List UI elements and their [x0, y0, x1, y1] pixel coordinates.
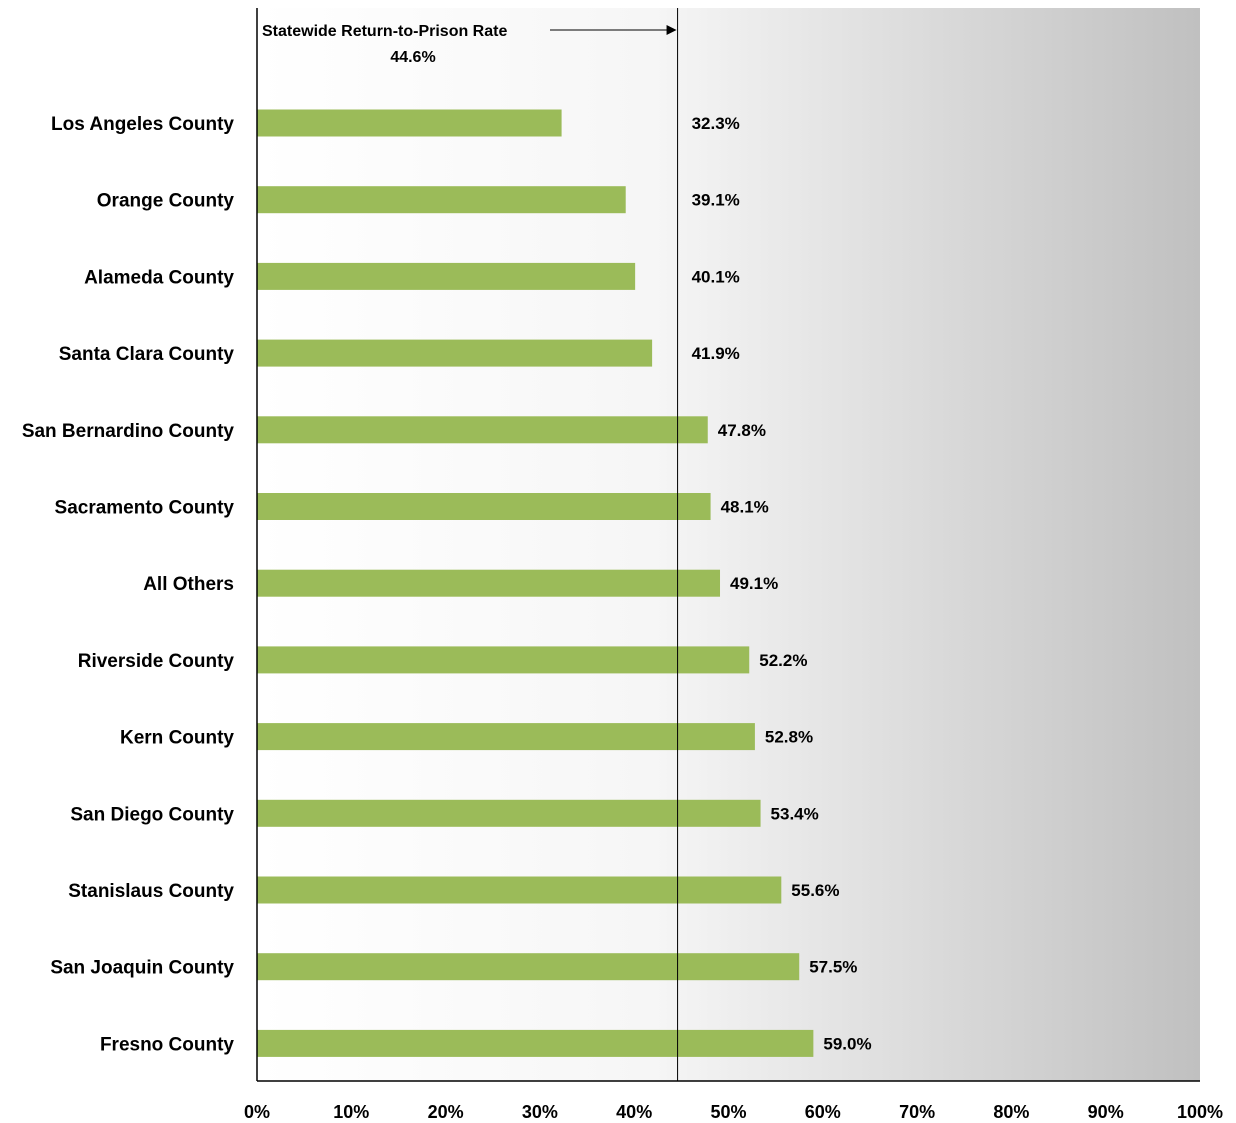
reference-line-label: Statewide Return-to-Prison Rate	[262, 23, 507, 40]
category-label-sacramento-county: Sacramento County	[55, 498, 235, 519]
x-tick-label-50: 50%	[710, 1102, 746, 1122]
value-label-riverside-county: 52.2%	[759, 651, 807, 670]
value-label-san-joaquin-county: 57.5%	[809, 958, 857, 977]
value-label-sacramento-county: 48.1%	[721, 498, 769, 517]
bar-all-others	[257, 569, 721, 597]
x-tick-label-60: 60%	[805, 1102, 841, 1122]
value-labels: 32.3% 39.1% 40.1% 41.9% 47.8% 48.1% 49.1% 52.2%…	[692, 114, 872, 1053]
bar-alameda-county	[257, 262, 636, 290]
category-label-all-others: All Others	[143, 574, 234, 595]
value-label-stanislaus-county: 55.6%	[791, 881, 839, 900]
bars	[257, 109, 814, 1057]
bar-kern-county	[257, 723, 755, 751]
value-label-san-bernardino-county: 47.8%	[718, 421, 766, 440]
bar-san-joaquin-county	[257, 953, 800, 981]
reference-arrowhead	[666, 25, 677, 35]
plot-background	[257, 8, 1200, 1081]
value-label-fresno-county: 59.0%	[823, 1034, 871, 1053]
x-tick-label-90: 90%	[1088, 1102, 1124, 1122]
value-label-kern-county: 52.8%	[765, 728, 813, 747]
x-tick-label-10: 10%	[333, 1102, 369, 1122]
category-label-santa-clara-county: Santa Clara County	[59, 344, 235, 365]
x-tick-label-40: 40%	[616, 1102, 652, 1122]
x-tick-label-0: 0%	[244, 1102, 270, 1122]
bar-orange-county	[257, 186, 626, 214]
category-label-los-angeles-county: Los Angeles County	[51, 114, 234, 135]
x-tick-label-70: 70%	[899, 1102, 935, 1122]
bar-sacramento-county	[257, 493, 711, 520]
category-label-stanislaus-county: Stanislaus County	[68, 881, 234, 902]
bar-fresno-county	[257, 1029, 814, 1057]
category-labels: Los Angeles County Orange County Alameda C…	[22, 114, 235, 1055]
category-label-kern-county: Kern County	[120, 728, 234, 749]
x-tick-label-30: 30%	[522, 1102, 558, 1122]
bar-stanislaus-county	[257, 876, 782, 904]
category-label-san-bernardino-county: San Bernardino County	[22, 421, 235, 442]
x-tick-label-80: 80%	[993, 1102, 1029, 1122]
bar-santa-clara-county	[257, 339, 653, 367]
value-label-san-diego-county: 53.4%	[771, 804, 819, 823]
value-label-alameda-county: 40.1%	[692, 267, 740, 286]
bar-los-angeles-county	[257, 109, 562, 137]
category-label-orange-county: Orange County	[97, 191, 235, 212]
category-label-fresno-county: Fresno County	[100, 1034, 234, 1055]
bar-riverside-county	[257, 646, 750, 674]
x-tick-labels: 0% 10% 20% 30% 40% 50% 60% 70% 80% 90% 100%	[244, 1102, 1223, 1122]
value-label-all-others: 49.1%	[730, 574, 778, 593]
x-tick-label-100: 100%	[1177, 1102, 1223, 1122]
category-label-san-joaquin-county: San Joaquin County	[50, 958, 234, 979]
reference-line-value: 44.6%	[390, 49, 435, 66]
value-label-orange-county: 39.1%	[692, 191, 740, 210]
value-label-santa-clara-county: 41.9%	[692, 344, 740, 363]
category-label-riverside-county: Riverside County	[78, 651, 235, 672]
category-label-san-diego-county: San Diego County	[70, 804, 234, 825]
bar-san-bernardino-county	[257, 416, 708, 444]
value-label-los-angeles-county: 32.3%	[692, 114, 740, 133]
bar-san-diego-county	[257, 799, 761, 827]
x-tick-label-20: 20%	[428, 1102, 464, 1122]
category-label-alameda-county: Alameda County	[84, 267, 234, 288]
